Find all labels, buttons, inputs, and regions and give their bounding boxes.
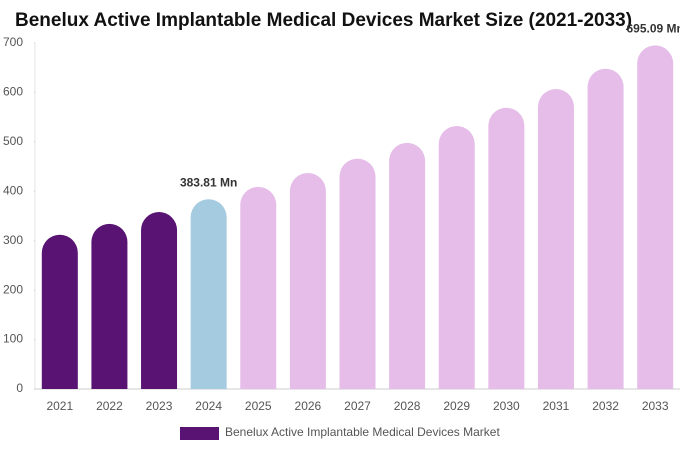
chart-title: Benelux Active Implantable Medical Devic… [15,10,632,31]
x-tick-label: 2033 [642,399,669,413]
bar [289,172,326,389]
bar [91,223,128,389]
x-tick-label: 2021 [46,399,73,413]
bar [389,142,426,389]
data-label: 383.81 Mn [180,175,237,189]
y-tick-label: 500 [3,134,23,148]
bar [339,158,376,389]
x-tick-label: 2026 [295,399,322,413]
y-tick-label: 600 [3,85,23,99]
x-tick-label: 2023 [146,399,173,413]
bar [637,45,674,390]
x-tick-label: 2028 [394,399,421,413]
x-tick-label: 2031 [543,399,570,413]
x-tick-label: 2022 [96,399,123,413]
x-tick-label: 2025 [245,399,272,413]
bar [190,199,227,389]
legend-swatch [180,427,219,440]
y-tick-label: 700 [3,35,23,49]
y-tick-label: 200 [3,282,23,296]
y-tick-label: 100 [3,332,23,346]
bar [41,234,78,389]
x-tick-label: 2032 [592,399,619,413]
y-tick-label: 0 [16,381,23,395]
x-tick-label: 2024 [195,399,222,413]
bar [587,68,624,390]
bar [240,186,277,389]
y-tick-label: 300 [3,233,23,247]
y-tick-label: 400 [3,183,23,197]
bar [141,212,178,389]
bar [537,88,574,390]
x-tick-label: 2027 [344,399,371,413]
bar [488,107,525,390]
legend-label: Benelux Active Implantable Medical Devic… [225,425,500,439]
x-tick-label: 2029 [443,399,470,413]
data-label: 695.09 Mn [627,22,680,36]
x-tick-label: 2030 [493,399,520,413]
bar [438,126,475,390]
